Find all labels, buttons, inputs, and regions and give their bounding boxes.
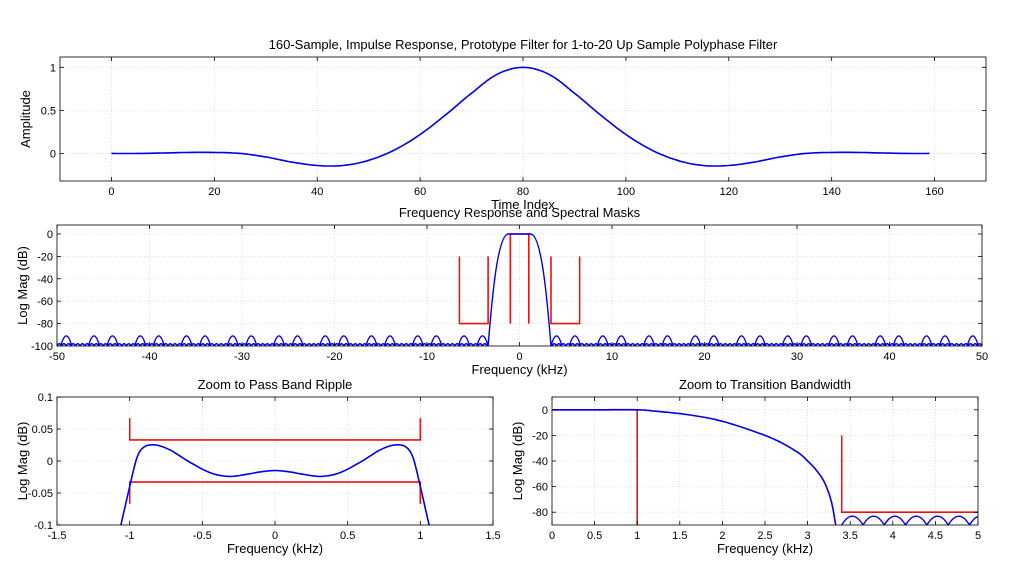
- y-tick-label: -60: [37, 296, 53, 308]
- x-tick-label: 3: [805, 530, 811, 542]
- chart-title: Zoom to Transition Bandwidth: [679, 377, 851, 392]
- chart-title: Frequency Response and Spectral Masks: [399, 205, 641, 220]
- spectral-mask-line: [840, 435, 978, 514]
- x-tick-label: 140: [822, 186, 840, 198]
- x-tick-label: -50: [49, 351, 65, 363]
- y-tick-label: -0.1: [34, 520, 53, 532]
- x-tick-label: 20: [698, 351, 710, 363]
- spectral-mask-line: [128, 418, 422, 441]
- series-line: [120, 443, 430, 525]
- spectral-mask-line: [458, 256, 489, 325]
- plot-content: [111, 66, 930, 167]
- x-tick-label: 4.5: [928, 530, 943, 542]
- y-tick-label: 1: [50, 62, 56, 74]
- series-line: [552, 408, 837, 525]
- x-axis-label: Frequency (kHz): [717, 541, 813, 556]
- y-tick-label: -80: [37, 319, 53, 331]
- y-axis-label: Log Mag (dB): [510, 422, 525, 501]
- x-tick-label: 1.5: [672, 530, 687, 542]
- x-tick-label: 100: [617, 186, 635, 198]
- y-tick-label: 0: [47, 456, 53, 468]
- x-axis-label: Frequency (kHz): [227, 541, 323, 556]
- spectral-mask-line: [550, 256, 581, 325]
- x-tick-label: 80: [517, 186, 529, 198]
- y-axis-label: Amplitude: [18, 90, 33, 148]
- x-tick-label: 20: [208, 186, 220, 198]
- x-tick-label: 0: [549, 530, 555, 542]
- y-tick-label: -80: [532, 507, 548, 519]
- y-tick-label: -100: [31, 341, 53, 353]
- plot-content: [552, 408, 978, 525]
- x-tick-label: 1.5: [485, 530, 500, 542]
- plot-content: [57, 233, 982, 346]
- x-tick-label: 0: [516, 351, 522, 363]
- y-tick-label: -60: [532, 482, 548, 494]
- x-tick-label: -1.5: [48, 530, 67, 542]
- y-tick-label: 0.5: [41, 105, 56, 117]
- chart-title: 160-Sample, Impulse Response, Prototype …: [269, 37, 778, 52]
- x-tick-label: 0.5: [587, 530, 602, 542]
- y-tick-label: -20: [532, 430, 548, 442]
- x-axis-label: Time Index: [491, 197, 555, 212]
- series-line: [111, 66, 930, 167]
- x-tick-label: 40: [883, 351, 895, 363]
- x-tick-label: -30: [234, 351, 250, 363]
- x-tick-label: 2: [719, 530, 725, 542]
- x-tick-label: -0.5: [193, 530, 212, 542]
- x-tick-label: 5: [975, 530, 981, 542]
- x-tick-label: 4: [890, 530, 896, 542]
- x-tick-label: 0: [108, 186, 114, 198]
- y-tick-label: -0.05: [28, 488, 53, 500]
- y-tick-label: -20: [37, 251, 53, 263]
- chart-title: Zoom to Pass Band Ripple: [198, 377, 353, 392]
- x-tick-label: 2.5: [757, 530, 772, 542]
- x-tick-label: 10: [606, 351, 618, 363]
- x-tick-label: 1: [634, 530, 640, 542]
- y-tick-label: 0: [50, 148, 56, 160]
- x-tick-label: 1: [417, 530, 423, 542]
- spectral-mask-line: [128, 481, 422, 504]
- x-tick-label: 0: [272, 530, 278, 542]
- y-tick-label: 0: [542, 405, 548, 417]
- x-tick-label: 30: [791, 351, 803, 363]
- y-tick-label: 0.1: [38, 392, 53, 404]
- x-tick-label: 0.5: [340, 530, 355, 542]
- x-tick-label: 160: [925, 186, 943, 198]
- x-tick-label: 120: [720, 186, 738, 198]
- x-tick-label: 3.5: [843, 530, 858, 542]
- x-tick-label: -20: [327, 351, 343, 363]
- y-tick-label: 0: [47, 229, 53, 241]
- plot-area: [60, 57, 986, 181]
- x-tick-label: -1: [125, 530, 135, 542]
- y-tick-label: -40: [37, 274, 53, 286]
- frequency-response-line: [57, 233, 982, 346]
- y-axis-label: Log Mag (dB): [15, 246, 30, 325]
- x-tick-label: -40: [142, 351, 158, 363]
- x-axis-label: Frequency (kHz): [471, 362, 567, 377]
- y-tick-label: -40: [532, 456, 548, 468]
- x-tick-label: 40: [311, 186, 323, 198]
- y-tick-label: 0.05: [32, 424, 53, 436]
- x-tick-label: 50: [976, 351, 988, 363]
- x-tick-label: 60: [414, 186, 426, 198]
- plot-content: [120, 418, 430, 525]
- x-tick-label: -10: [419, 351, 435, 363]
- y-axis-label: Log Mag (dB): [15, 422, 30, 501]
- stopband-ripple-line: [841, 515, 978, 525]
